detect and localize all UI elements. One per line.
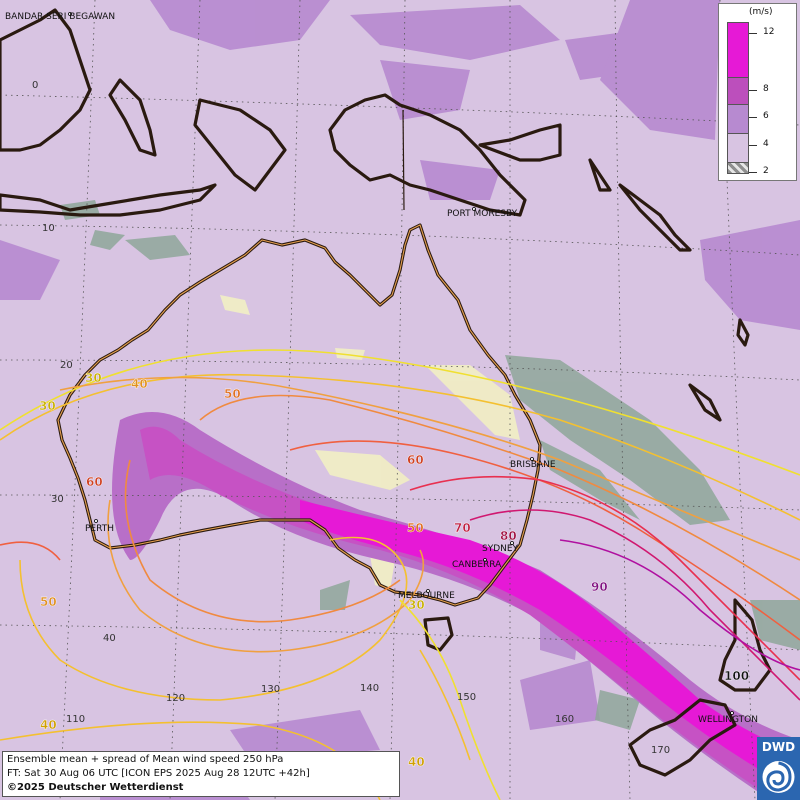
contour-label: 40 xyxy=(131,377,148,391)
contour-label: 50 xyxy=(407,521,424,535)
product-title: Ensemble mean + spread of Mean wind spee… xyxy=(7,754,284,765)
legend-tick: 2 xyxy=(763,166,769,176)
legend-swatch-2 xyxy=(727,162,749,174)
light-patches xyxy=(220,295,520,590)
dwd-swirl-icon xyxy=(762,761,795,793)
legend-swatch-4 xyxy=(727,133,749,163)
contour-label: 30 xyxy=(85,371,102,385)
contour-label: 90 xyxy=(591,580,608,594)
legend-tick: 4 xyxy=(763,139,769,149)
latitude-label: 40 xyxy=(103,633,116,644)
longitude-label: 120 xyxy=(166,693,185,704)
legend-swatch-8 xyxy=(727,77,749,105)
info-box: Ensemble mean + spread of Mean wind spee… xyxy=(2,751,400,797)
city-label: CANBERRA xyxy=(452,560,502,570)
latitude-label: 0 xyxy=(32,80,38,91)
city-label: WELLINGTON xyxy=(698,715,758,725)
city-label: MELBOURNE xyxy=(398,591,455,601)
city-dot xyxy=(94,519,98,523)
contour-label: 80 xyxy=(500,529,517,543)
legend-tick: 6 xyxy=(763,111,769,121)
forecast-time: FT: Sat 30 Aug 06 UTC [ICON EPS 2025 Aug… xyxy=(7,768,310,779)
copyright: ©2025 Deutscher Wetterdienst xyxy=(7,782,184,793)
city-dot xyxy=(68,12,72,16)
contour-label: 30 xyxy=(39,399,56,413)
city-dot xyxy=(472,207,476,211)
contour-label: 100 xyxy=(724,669,749,683)
city-dot xyxy=(483,558,487,562)
border-line xyxy=(402,109,405,211)
latitude-label: 30 xyxy=(51,494,64,505)
contour-label: 60 xyxy=(407,453,424,467)
dwd-logo: DWD xyxy=(757,737,800,800)
contour-label: 30 xyxy=(408,598,425,612)
contour-label: 50 xyxy=(40,595,57,609)
coordinate-labels: 0 10 20 30 40 110 120 130 140 150 160 17… xyxy=(32,80,670,756)
legend-tick: 8 xyxy=(763,84,769,94)
contour-label-group: 30 40 30 50 60 60 50 70 80 90 50 30 40 4… xyxy=(39,371,749,769)
city-label: SYDNEY xyxy=(482,544,519,554)
contour-label: 70 xyxy=(454,521,471,535)
city-dot xyxy=(730,711,734,715)
legend-tick: 12 xyxy=(763,27,775,37)
city-labels: BANDAR SERI BEGAWAN PORT MORESBY BRISBAN… xyxy=(5,12,758,725)
city-label: BANDAR SERI BEGAWAN xyxy=(5,12,115,22)
jet-stream xyxy=(112,412,800,800)
latitude-label: 20 xyxy=(60,360,73,371)
longitude-label: 150 xyxy=(457,692,476,703)
longitude-label: 160 xyxy=(555,714,574,725)
city-label: PORT MORESBY xyxy=(447,209,518,219)
city-dot xyxy=(510,541,514,545)
legend-swatch-6 xyxy=(727,104,749,134)
longitude-label: 140 xyxy=(360,683,379,694)
longitude-label: 110 xyxy=(66,714,85,725)
city-dot xyxy=(426,589,430,593)
city-dot xyxy=(530,457,534,461)
color-legend: (m/s) 12 8 6 4 2 xyxy=(718,3,797,181)
city-label: PERTH xyxy=(85,524,114,534)
longitude-label: 170 xyxy=(651,745,670,756)
latitude-label: 10 xyxy=(42,223,55,234)
contour-label: 60 xyxy=(86,475,103,489)
contour-label: 50 xyxy=(224,387,241,401)
contour-label: 40 xyxy=(40,718,57,732)
logo-text: DWD xyxy=(761,740,796,754)
legend-unit: (m/s) xyxy=(749,7,773,17)
city-label: BRISBANE xyxy=(510,460,556,470)
city-markers xyxy=(68,12,734,715)
longitude-label: 130 xyxy=(261,684,280,695)
contour-label: 40 xyxy=(408,755,425,769)
legend-swatch-12 xyxy=(727,22,749,78)
contour-lines xyxy=(0,349,800,800)
